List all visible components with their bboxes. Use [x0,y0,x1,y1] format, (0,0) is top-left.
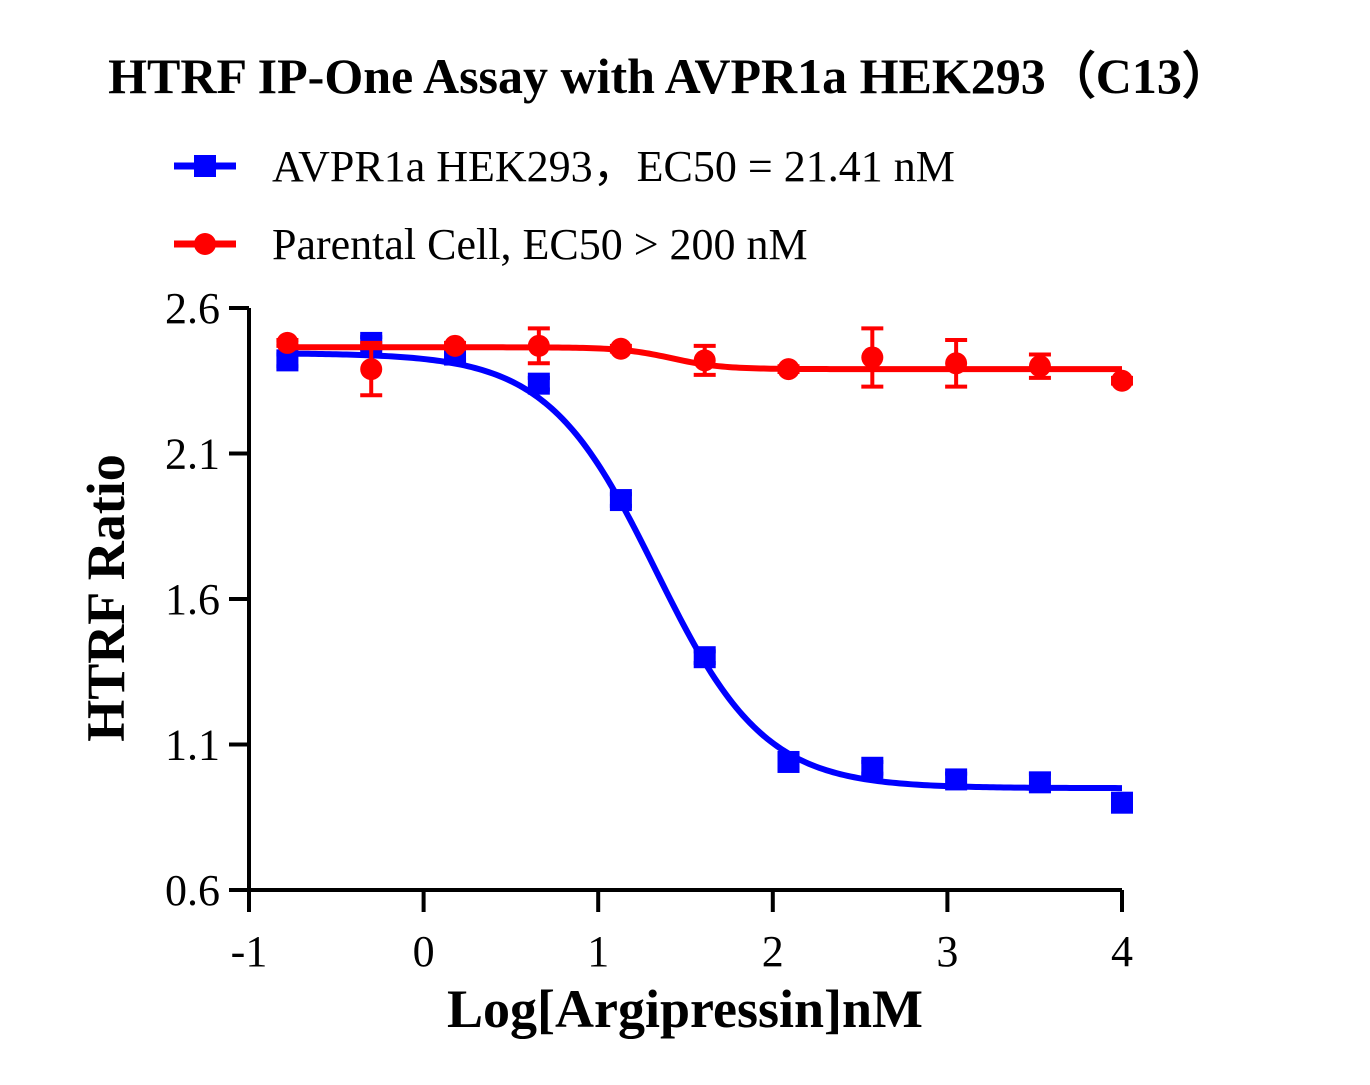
legend-marker [194,233,216,255]
legend-label: AVPR1a HEK293，EC50 = 21.41 nM [272,142,955,191]
chart-title: HTRF IP-One Assay with AVPR1a HEK293（C13… [108,48,1232,104]
data-point [861,346,884,369]
data-point [444,334,467,357]
y-tick-label: 1.1 [165,721,220,770]
y-tick-label: 1.6 [165,575,220,624]
x-tick-label: 1 [587,927,609,976]
data-point [1111,369,1133,392]
data-point [1028,355,1051,378]
data-point [1028,771,1051,794]
y-tick-label: 0.6 [165,866,220,915]
data-point [861,756,884,779]
data-point [945,768,968,791]
data-point [276,349,299,372]
y-tick-label: 2.1 [165,430,220,479]
x-tick-label: 3 [936,927,958,976]
fit-curve [287,350,1122,792]
x-tick-label: 2 [762,927,784,976]
data-point [1111,791,1133,814]
series-avpr1a-hek293 [276,331,1133,814]
x-tick-label: 4 [1111,927,1133,976]
data-point [276,331,299,354]
data-point [609,489,632,512]
y-axis-label: HTRF Ratio [76,454,136,741]
data-point [360,358,383,381]
plot-area [276,326,1133,814]
x-tick-label: 0 [413,927,435,976]
data-point [527,372,550,395]
data-point [945,352,968,375]
legend-marker [194,155,216,177]
y-ticks: 0.6 1.1 1.6 2.1 2.6 [165,284,249,915]
data-point [777,750,800,773]
data-point [527,334,550,357]
data-point [777,358,800,381]
data-point [693,646,716,669]
x-tick-label: -1 [231,927,268,976]
data-point [609,337,632,360]
y-tick-label: 2.6 [165,284,220,333]
series-parental-cell [276,326,1133,398]
legend: AVPR1a HEK293，EC50 = 21.41 nM Parental Ce… [174,142,955,269]
data-point [693,349,716,372]
x-ticks: -1 0 1 2 3 4 [231,890,1133,976]
legend-label: Parental Cell, EC50 > 200 nM [272,220,808,269]
x-axis-label: Log[Argipressin]nM [447,979,923,1039]
